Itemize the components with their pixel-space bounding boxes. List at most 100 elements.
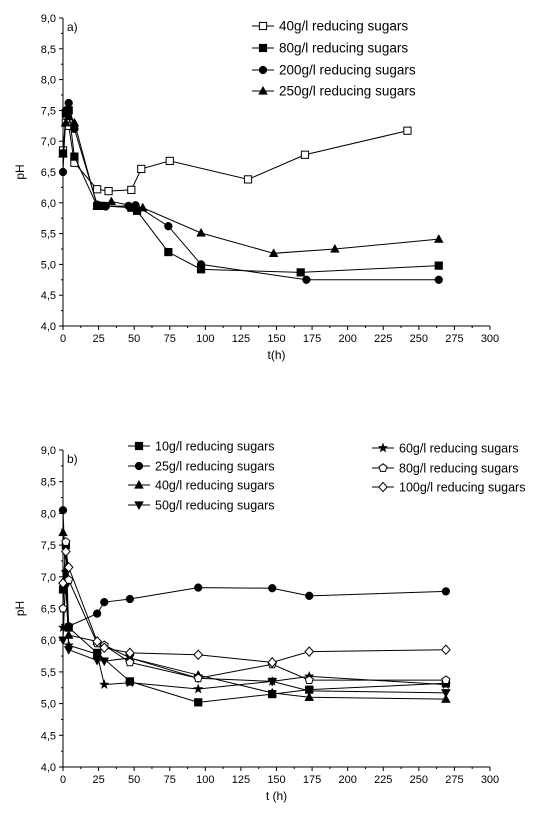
data-point bbox=[441, 694, 451, 703]
y-tick-label: 6,5 bbox=[41, 167, 56, 179]
y-tick-label: 4,0 bbox=[41, 321, 56, 333]
y-tick-label: 4,0 bbox=[41, 762, 56, 774]
data-point bbox=[243, 175, 253, 184]
x-tick-label: 0 bbox=[60, 774, 66, 786]
data-point bbox=[164, 247, 173, 257]
data-point bbox=[164, 222, 173, 231]
series-line bbox=[62, 545, 446, 703]
data-point bbox=[58, 603, 68, 613]
x-tick-label: 100 bbox=[196, 774, 214, 786]
x-tick-label: 75 bbox=[164, 333, 176, 345]
data-point bbox=[137, 202, 148, 212]
y-tick-label: 7,0 bbox=[41, 136, 56, 148]
data-point bbox=[99, 679, 110, 689]
data-point bbox=[93, 609, 102, 618]
data-point bbox=[104, 186, 113, 196]
x-tick-label: 50 bbox=[128, 774, 140, 786]
series-line bbox=[62, 121, 408, 192]
x-tick-label: 225 bbox=[374, 333, 392, 345]
legend-label: 60g/l reducing sugars bbox=[399, 442, 519, 456]
data-point bbox=[434, 261, 443, 270]
data-point bbox=[99, 657, 110, 667]
x-tick-label: 150 bbox=[267, 774, 285, 786]
series-line bbox=[62, 551, 446, 663]
x-tick-label: 300 bbox=[481, 333, 499, 345]
data-point bbox=[99, 642, 110, 654]
data-point bbox=[57, 622, 69, 632]
legend-label: 80g/l reducing sugars bbox=[399, 462, 519, 476]
data-point bbox=[441, 689, 451, 698]
data-point bbox=[125, 647, 135, 659]
data-point bbox=[330, 243, 340, 253]
legend-marker bbox=[134, 479, 144, 489]
data-point bbox=[403, 126, 412, 135]
y-tick-label: 6,0 bbox=[41, 635, 56, 647]
data-point bbox=[194, 698, 203, 707]
data-point bbox=[127, 185, 136, 194]
data-point bbox=[441, 675, 451, 685]
y-tick-label: 5,5 bbox=[41, 229, 56, 241]
legend-label: 80g/l reducing sugars bbox=[279, 41, 408, 56]
data-point bbox=[106, 196, 117, 206]
panel-label: b) bbox=[67, 452, 78, 466]
data-point bbox=[268, 584, 277, 593]
data-point bbox=[60, 546, 71, 557]
x-tick-label: 225 bbox=[374, 774, 392, 786]
data-point bbox=[440, 644, 451, 656]
x-tick-label: 275 bbox=[445, 774, 463, 786]
x-axis-title: t (h) bbox=[266, 789, 287, 803]
legend-marker bbox=[258, 21, 268, 31]
series-line bbox=[62, 532, 446, 700]
data-point bbox=[58, 636, 68, 646]
data-point bbox=[267, 687, 278, 697]
data-point bbox=[125, 594, 135, 604]
legend-marker bbox=[134, 441, 144, 451]
data-point bbox=[304, 646, 315, 657]
legend-marker bbox=[377, 442, 389, 453]
x-tick-label: 175 bbox=[303, 333, 321, 345]
legend-label: 10g/l reducing sugars bbox=[155, 440, 275, 454]
y-tick-label: 8,0 bbox=[41, 508, 56, 520]
data-point bbox=[63, 639, 74, 650]
y-tick-label: 8,0 bbox=[41, 75, 56, 87]
data-point bbox=[193, 649, 204, 661]
y-tick-label: 4,5 bbox=[41, 730, 56, 742]
legend-label: 50g/l reducing sugars bbox=[155, 499, 275, 513]
data-point bbox=[131, 201, 140, 210]
x-tick-label: 150 bbox=[267, 333, 285, 345]
data-point bbox=[441, 587, 451, 596]
data-point bbox=[124, 677, 136, 688]
legend-label: 25g/l reducing sugars bbox=[155, 460, 275, 474]
data-point bbox=[196, 260, 206, 269]
data-point bbox=[58, 167, 68, 177]
data-point bbox=[305, 591, 314, 600]
data-point bbox=[70, 152, 79, 161]
series-line bbox=[62, 109, 439, 273]
data-point bbox=[125, 657, 135, 667]
data-point bbox=[63, 111, 74, 121]
y-tick-label: 9,0 bbox=[41, 13, 56, 25]
x-tick-label: 250 bbox=[410, 333, 428, 345]
y-tick-label: 8,5 bbox=[41, 44, 56, 56]
data-point bbox=[100, 598, 109, 607]
data-point bbox=[69, 117, 80, 127]
data-point bbox=[433, 234, 444, 243]
series-line bbox=[62, 583, 446, 690]
legend-label: 40g/l reducing sugars bbox=[155, 479, 275, 493]
series-line bbox=[62, 573, 446, 694]
data-point bbox=[304, 675, 314, 685]
x-tick-label: 0 bbox=[60, 333, 66, 345]
x-tick-label: 250 bbox=[410, 774, 428, 786]
legend-marker bbox=[134, 501, 144, 511]
y-tick-label: 6,0 bbox=[41, 198, 56, 210]
y-tick-label: 8,5 bbox=[41, 477, 56, 489]
x-tick-label: 50 bbox=[128, 333, 140, 345]
x-tick-label: 75 bbox=[164, 774, 176, 786]
data-point bbox=[300, 150, 310, 159]
y-axis-title: pH bbox=[13, 601, 27, 616]
legend-marker bbox=[258, 85, 268, 95]
legend-marker bbox=[258, 43, 268, 53]
data-point bbox=[92, 200, 102, 210]
y-tick-label: 7,5 bbox=[41, 540, 56, 552]
data-point bbox=[296, 268, 305, 277]
